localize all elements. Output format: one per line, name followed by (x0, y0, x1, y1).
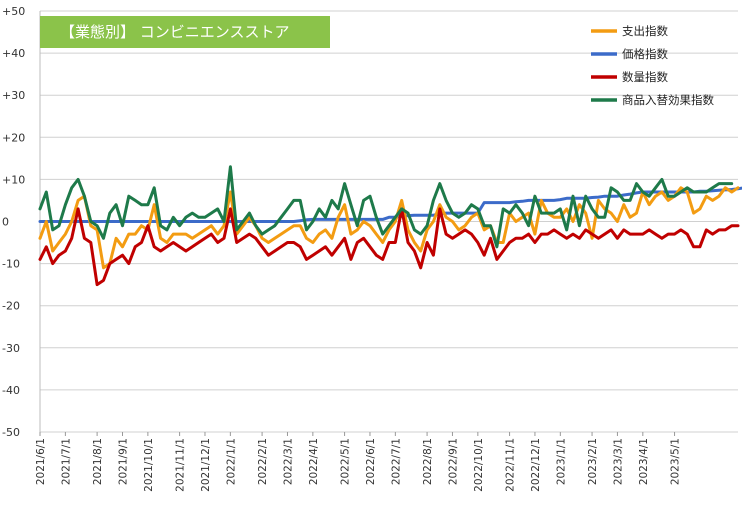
series-lines (38, 165, 742, 287)
y-tick-label: -20 (2, 300, 20, 313)
legend-label: 価格指数 (622, 47, 668, 61)
x-tick-label: 2021/9/1 (117, 438, 129, 485)
legend-label: 商品入替効果指数 (622, 93, 714, 107)
x-tick-label: 2022/12/1 (530, 438, 542, 492)
x-tick-label: 2023/1/1 (555, 438, 567, 485)
y-tick-label: +40 (2, 47, 25, 60)
x-tick-label: 2021/6/1 (35, 438, 47, 485)
y-tick-label: -30 (2, 342, 20, 355)
y-tick-label: -40 (2, 384, 20, 397)
x-tick-label: 2021/10/1 (143, 438, 155, 492)
y-axis-ticks: +50 +40 +30 +20 +10 0 -10 -20 -30 -40 -50 (2, 5, 25, 439)
y-tick-label: +20 (2, 131, 25, 144)
x-tick-label: 2023/3/1 (612, 438, 624, 485)
x-tick-label: 2023/5/1 (670, 438, 682, 485)
x-tick-label: 2023/4/1 (638, 438, 650, 485)
series-line-3 (38, 165, 734, 249)
x-tick-label: 2022/10/1 (473, 438, 485, 492)
x-tick-label: 2022/5/1 (340, 438, 352, 485)
x-tick-label: 2022/11/1 (505, 438, 517, 492)
x-tick-label: 2022/3/1 (282, 438, 294, 485)
x-tick-label: 2022/6/1 (365, 438, 377, 485)
chart-title-background (40, 16, 330, 48)
x-tick-label: 2022/7/1 (390, 438, 402, 485)
x-axis-ticks: 2021/6/1 2021/7/1 2021/8/1 2021/9/1 2021/10/… (35, 432, 682, 492)
y-tick-label: +10 (2, 173, 25, 186)
series-line-0 (38, 186, 740, 270)
y-tick-label: -50 (2, 426, 20, 439)
x-tick-label: 2021/8/1 (92, 438, 104, 485)
y-tick-label: 0 (2, 216, 9, 229)
x-tick-label: 2022/1/1 (225, 438, 237, 485)
x-tick-label: 2022/8/1 (422, 438, 434, 485)
x-tick-label: 2022/9/1 (447, 438, 459, 485)
x-tick-label: 2022/2/1 (257, 438, 269, 485)
series-line-2 (38, 207, 740, 287)
y-tick-label: +30 (2, 89, 25, 102)
x-tick-label: 2021/7/1 (60, 438, 72, 485)
chart-title: 【業態別】 コンビニエンスストア (60, 23, 289, 41)
chart-title-box: 【業態別】 コンビニエンスストア (40, 16, 330, 48)
x-tick-label: 2022/4/1 (308, 438, 320, 485)
x-tick-label: 2023/2/1 (587, 438, 599, 485)
legend-label: 数量指数 (622, 70, 668, 84)
x-tick-label: 2021/11/1 (175, 438, 187, 492)
y-tick-label: +50 (2, 5, 25, 18)
x-tick-label: 2021/12/1 (200, 438, 212, 492)
legend-label: 支出指数 (622, 24, 668, 38)
y-tick-label: -10 (2, 258, 20, 271)
